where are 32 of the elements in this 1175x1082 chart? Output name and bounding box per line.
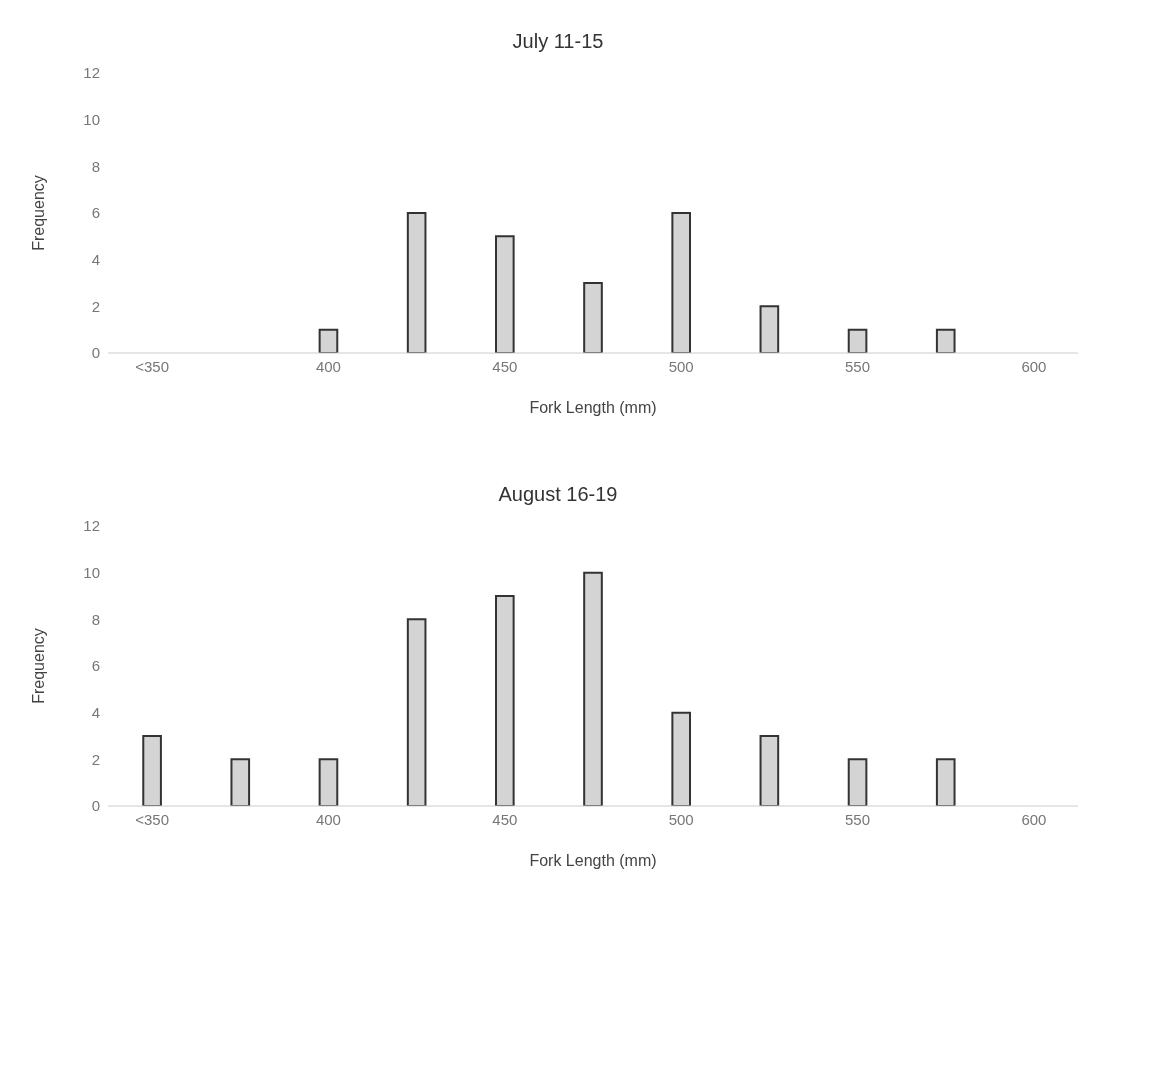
y-axis-title: Frequency — [29, 175, 47, 251]
y-tick-label: 4 — [91, 250, 100, 268]
x-tick-label: 400 — [315, 810, 341, 828]
y-axis-title: Frequency — [29, 628, 47, 704]
y-tick-label: 12 — [83, 64, 100, 82]
y-tick-label: 6 — [91, 657, 100, 675]
x-tick-label: 500 — [668, 810, 694, 828]
x-tick-label: 500 — [668, 357, 694, 375]
y-tick-label: 6 — [91, 204, 100, 222]
x-tick-label: 600 — [1021, 357, 1047, 375]
x-tick-label: 600 — [1021, 810, 1047, 828]
chart-title: August 16-19 — [497, 483, 619, 506]
y-tick-label: 12 — [83, 517, 100, 535]
x-tick-label: 550 — [845, 810, 871, 828]
x-axis-title: Fork Length (mm) — [529, 852, 657, 869]
x-tick-label: <350 — [135, 357, 169, 375]
y-tick-label: 0 — [91, 797, 100, 815]
y-tick-label: 10 — [83, 110, 100, 128]
x-tick-label: 450 — [492, 357, 518, 375]
x-tick-label: 450 — [492, 810, 518, 828]
chart-title: July 11-15 — [511, 30, 605, 53]
x-tick-label: <350 — [135, 810, 169, 828]
x-tick-label: 550 — [845, 357, 871, 375]
y-tick-label: 8 — [91, 610, 100, 628]
x-tick-label: 400 — [315, 357, 341, 375]
x-axis-title: Fork Length (mm) — [529, 399, 657, 416]
y-tick-label: 0 — [91, 344, 100, 362]
y-tick-label: 8 — [91, 157, 100, 175]
y-tick-label: 4 — [91, 703, 100, 721]
y-tick-label: 10 — [83, 563, 100, 581]
y-tick-label: 2 — [91, 750, 100, 768]
y-tick-label: 2 — [91, 297, 100, 315]
